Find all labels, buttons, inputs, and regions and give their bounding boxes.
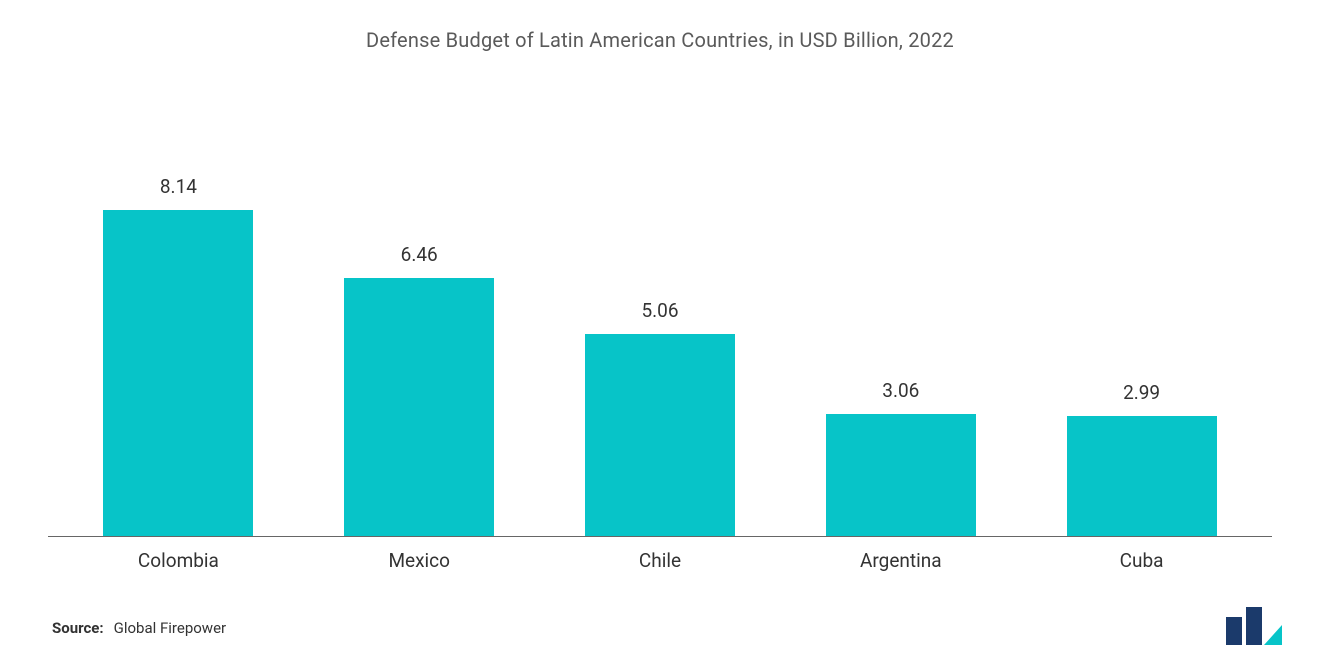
x-axis-category-label: Colombia	[58, 549, 299, 572]
bar	[103, 210, 253, 536]
source-text: Global Firepower	[114, 619, 227, 637]
x-axis-labels: ColombiaMexicoChileArgentinaCuba	[48, 537, 1272, 572]
x-axis-category-label: Chile	[540, 549, 781, 572]
bar-chart-container: Defense Budget of Latin American Countri…	[0, 0, 1320, 665]
bar	[344, 278, 494, 536]
source-label: Source:	[52, 619, 104, 637]
brand-logo	[1224, 607, 1282, 645]
bar-value-label: 3.06	[882, 379, 919, 402]
chart-title: Defense Budget of Latin American Countri…	[48, 28, 1272, 52]
source-attribution: Source: Global Firepower	[52, 619, 226, 637]
bar-slot: 5.06	[540, 117, 781, 536]
logo-icon	[1224, 607, 1282, 645]
bar-slot: 2.99	[1021, 117, 1262, 536]
bar	[1067, 416, 1217, 536]
bar-value-label: 5.06	[641, 299, 678, 322]
x-axis-category-label: Mexico	[299, 549, 540, 572]
bar-value-label: 8.14	[160, 175, 197, 198]
bar-slot: 3.06	[780, 117, 1021, 536]
x-axis-category-label: Argentina	[780, 549, 1021, 572]
bar-slot: 6.46	[299, 117, 540, 536]
bar	[585, 334, 735, 536]
plot-area: 8.14 6.46 5.06 3.06 2.99	[48, 117, 1272, 537]
bar-value-label: 6.46	[401, 243, 438, 266]
bar	[826, 414, 976, 536]
bar-slot: 8.14	[58, 117, 299, 536]
x-axis-category-label: Cuba	[1021, 549, 1262, 572]
bar-value-label: 2.99	[1123, 381, 1160, 404]
